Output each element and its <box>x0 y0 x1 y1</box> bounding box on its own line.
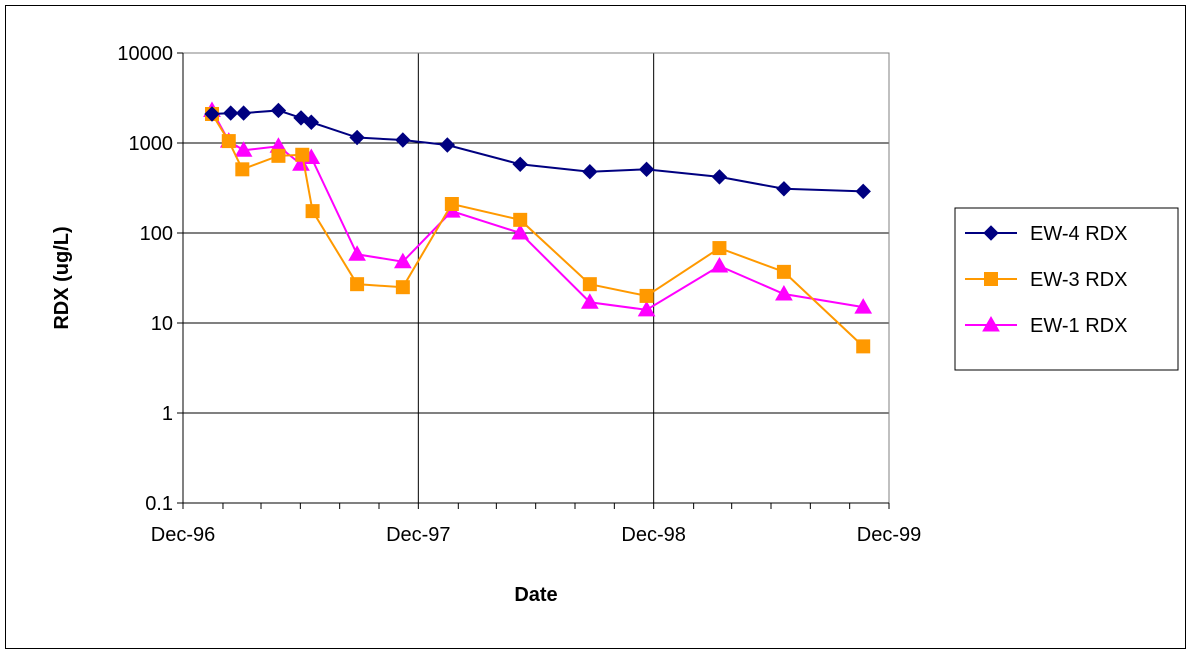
data-point <box>270 102 287 119</box>
y-tick-label: 1000 <box>129 133 174 155</box>
data-point <box>854 298 873 314</box>
data-point <box>712 241 727 256</box>
data-point <box>776 264 791 279</box>
x-axis-title: Date <box>514 584 557 606</box>
y-tick-label: 100 <box>140 223 173 245</box>
x-tick-label: Dec-98 <box>621 524 685 546</box>
data-point <box>775 284 793 301</box>
gridlines <box>183 53 889 503</box>
data-point <box>711 169 728 185</box>
data-point <box>855 183 871 200</box>
data-point <box>856 339 871 354</box>
legend-marker <box>982 315 1000 332</box>
data-point <box>234 141 253 157</box>
data-point <box>637 300 656 317</box>
y-tick-label: 1 <box>162 403 173 425</box>
data-point <box>638 161 655 178</box>
data-point <box>348 245 366 261</box>
legend: EW-4 RDX EW-3 RDX EW-1 RDX <box>965 223 1127 337</box>
data-point <box>582 163 598 180</box>
data-point <box>305 204 320 219</box>
x-tick-label: Dec-96 <box>151 524 215 546</box>
series-ew-3-rdx <box>205 107 871 354</box>
y-tick-label: 10 <box>151 313 173 335</box>
data-point <box>439 137 456 153</box>
data-point <box>580 293 599 309</box>
series-ew-1-rdx <box>203 101 873 317</box>
legend-marker <box>984 272 998 286</box>
legend-label: EW-1 RDX <box>1030 315 1127 337</box>
data-point <box>271 148 286 163</box>
data-point <box>393 252 412 269</box>
x-tick-label: Dec-99 <box>857 524 921 546</box>
x-tick-label: Dec-97 <box>386 524 450 546</box>
data-point <box>221 134 236 149</box>
data-point <box>639 288 654 303</box>
data-point <box>513 212 528 227</box>
y-axis-title: RDX (ug/L) <box>51 226 73 329</box>
data-point <box>512 156 528 172</box>
legend-label: EW-3 RDX <box>1030 269 1127 291</box>
data-point <box>235 105 252 121</box>
axes: 0.1 1 10 100 1000 10000 Dec-96 Dec-97 Dec-98 Dec-… <box>117 43 921 546</box>
series-line <box>211 113 864 348</box>
data-point <box>295 147 310 162</box>
data-point <box>395 132 411 148</box>
data-point <box>444 197 459 212</box>
data-point <box>511 223 530 240</box>
legend-label: EW-4 RDX <box>1030 223 1127 245</box>
data-point <box>776 181 792 197</box>
legend-marker <box>983 225 999 241</box>
data-point <box>395 280 410 295</box>
y-tick-label: 0.1 <box>145 493 173 515</box>
legend-item: EW-3 RDX <box>965 269 1127 291</box>
data-point <box>235 162 250 177</box>
legend-item: EW-1 RDX <box>965 315 1127 337</box>
series-group <box>203 101 873 354</box>
data-point <box>350 277 365 292</box>
y-tick-label: 10000 <box>117 43 173 65</box>
data-point <box>303 114 320 130</box>
data-point <box>710 256 729 273</box>
legend-item: EW-4 RDX <box>965 223 1127 245</box>
data-point <box>223 105 239 121</box>
data-point <box>582 277 597 292</box>
series-ew-4-rdx <box>204 102 871 200</box>
data-point <box>349 129 365 146</box>
data-point <box>204 106 220 122</box>
